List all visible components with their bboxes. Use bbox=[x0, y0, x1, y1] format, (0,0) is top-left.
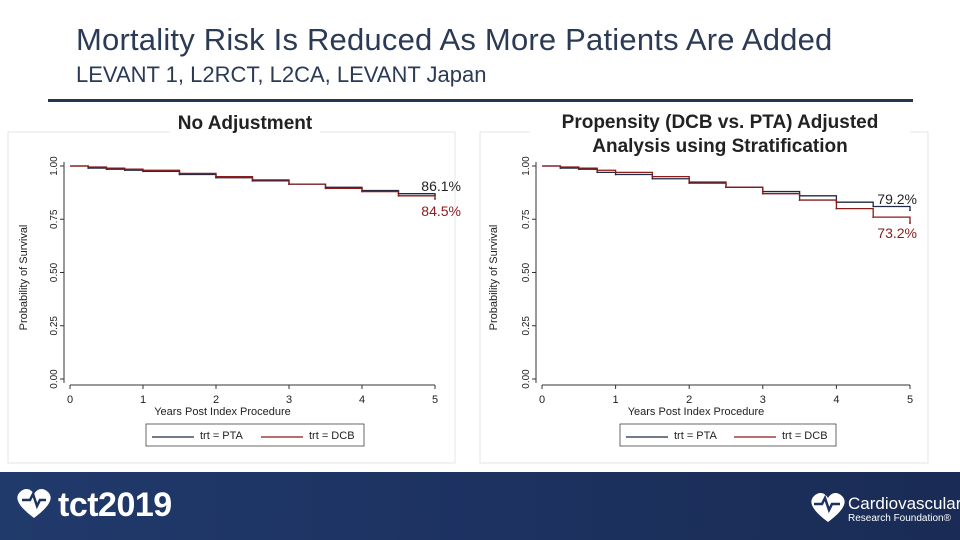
series-point-0-1-1 bbox=[87, 166, 90, 168]
y-tick-label-1-3: 0.75 bbox=[521, 209, 532, 229]
series-point-1-1-12 bbox=[909, 222, 911, 224]
chart-title-left: No Adjustment bbox=[170, 112, 320, 136]
x-axis-label-1: Years Post Index Procedure bbox=[628, 406, 765, 418]
heart-logo-icon bbox=[17, 488, 51, 518]
x-tick-label-0-3: 3 bbox=[286, 394, 292, 406]
series-point-1-1-3 bbox=[596, 169, 599, 172]
y-tick-label-0-1: 0.25 bbox=[49, 316, 60, 336]
x-tick-label-0-2: 2 bbox=[213, 394, 219, 406]
series-point-1-1-5 bbox=[651, 175, 654, 178]
legend-label-0-1: trt = DCB bbox=[309, 430, 355, 442]
slide-title: Mortality Risk Is Reduced As More Patien… bbox=[76, 22, 833, 57]
series-point-1-1-9 bbox=[798, 199, 801, 201]
chart-frame-0 bbox=[7, 131, 456, 464]
y-axis-label-0: Probability of Survival bbox=[18, 225, 30, 331]
x-tick-label-0-4: 4 bbox=[359, 394, 365, 406]
chart-title-right: Propensity (DCB vs. PTA) Adjusted Analys… bbox=[530, 111, 910, 159]
series-point-1-1-7 bbox=[725, 186, 727, 189]
series-point-1-1-6 bbox=[688, 181, 691, 183]
x-tick-label-1-5: 5 bbox=[907, 394, 913, 406]
series-point-1-1-11 bbox=[872, 216, 875, 219]
series-point-1-1-8 bbox=[761, 192, 764, 195]
legend-box-0 bbox=[145, 423, 365, 447]
y-tick-label-1-1: 0.25 bbox=[521, 316, 532, 336]
y-tick-label-0-3: 0.75 bbox=[49, 209, 60, 229]
series-point-0-1-5 bbox=[178, 172, 181, 175]
x-tick-label-1-4: 4 bbox=[833, 394, 839, 406]
series-point-1-1-4 bbox=[614, 171, 617, 174]
survival-charts: 0.00 0.25 0.50 0.75 1.00 0 1 2 3 4 5 Years Post Ind… bbox=[7, 131, 929, 464]
x-tick-label-0-5: 5 bbox=[432, 394, 438, 406]
legend-box-1 bbox=[619, 423, 837, 447]
series-point-0-1-2 bbox=[105, 167, 108, 170]
series-point-1-1-1 bbox=[559, 166, 562, 168]
x-tick-label-1-2: 2 bbox=[686, 394, 692, 406]
y-tick-label-0-2: 0.50 bbox=[49, 262, 60, 282]
legend-label-0-0: trt = PTA bbox=[200, 430, 244, 442]
series-point-0-1-8 bbox=[288, 183, 290, 186]
x-tick-label-0-0: 0 bbox=[67, 394, 73, 406]
y-tick-label-0-0: 0.00 bbox=[49, 369, 60, 389]
crf-logo-icon bbox=[811, 492, 845, 522]
series-point-0-1-9 bbox=[324, 187, 327, 190]
series-point-1-1-10 bbox=[835, 207, 838, 210]
x-tick-label-1-1: 1 bbox=[613, 394, 619, 406]
chart-frame-1 bbox=[479, 131, 929, 464]
x-tick-label-1-0: 0 bbox=[539, 394, 545, 406]
y-tick-label-0-4: 1.00 bbox=[49, 156, 60, 176]
slide-subtitle: LEVANT 1, L2RCT, L2CA, LEVANT Japan bbox=[76, 62, 487, 87]
series-point-1-0-12 bbox=[909, 209, 911, 212]
series-point-1-0-11 bbox=[872, 205, 875, 208]
series-point-0-1-3 bbox=[123, 168, 126, 171]
series-point-0-1-6 bbox=[215, 175, 217, 178]
series-point-1-0-4 bbox=[614, 173, 617, 176]
y-tick-label-1-2: 0.50 bbox=[521, 262, 532, 282]
crf-logo-line2: Research Foundation® bbox=[848, 513, 951, 524]
y-tick-label-1-4: 1.00 bbox=[521, 156, 532, 176]
series-point-0-1-10 bbox=[361, 190, 363, 193]
annotation-0-0: 86.1% bbox=[421, 178, 461, 194]
x-axis-label-0: Years Post Index Procedure bbox=[154, 406, 291, 418]
series-point-1-1-2 bbox=[577, 167, 580, 170]
series-point-1-0-3 bbox=[596, 171, 599, 174]
annotation-0-1: 84.5% bbox=[421, 203, 461, 219]
series-point-0-1-4 bbox=[142, 169, 144, 172]
x-tick-label-0-1: 1 bbox=[140, 394, 146, 406]
series-point-0-1-7 bbox=[251, 178, 254, 181]
annotation-1-1: 73.2% bbox=[877, 225, 917, 241]
tct-logo-text: tct2019 bbox=[58, 486, 172, 524]
annotation-1-0: 79.2% bbox=[877, 191, 917, 207]
y-axis-label-1: Probability of Survival bbox=[488, 225, 500, 331]
legend-label-1-0: trt = PTA bbox=[674, 430, 718, 442]
series-point-0-1-11 bbox=[397, 194, 400, 197]
series-point-0-1-12 bbox=[434, 198, 436, 200]
legend-label-1-1: trt = DCB bbox=[782, 430, 828, 442]
footer-band bbox=[0, 472, 960, 540]
series-point-1-0-5 bbox=[651, 177, 654, 180]
title-divider bbox=[48, 99, 913, 102]
x-tick-label-1-3: 3 bbox=[760, 394, 766, 406]
crf-logo-line1: Cardiovascular bbox=[848, 494, 960, 513]
y-tick-label-1-0: 0.00 bbox=[521, 369, 532, 389]
